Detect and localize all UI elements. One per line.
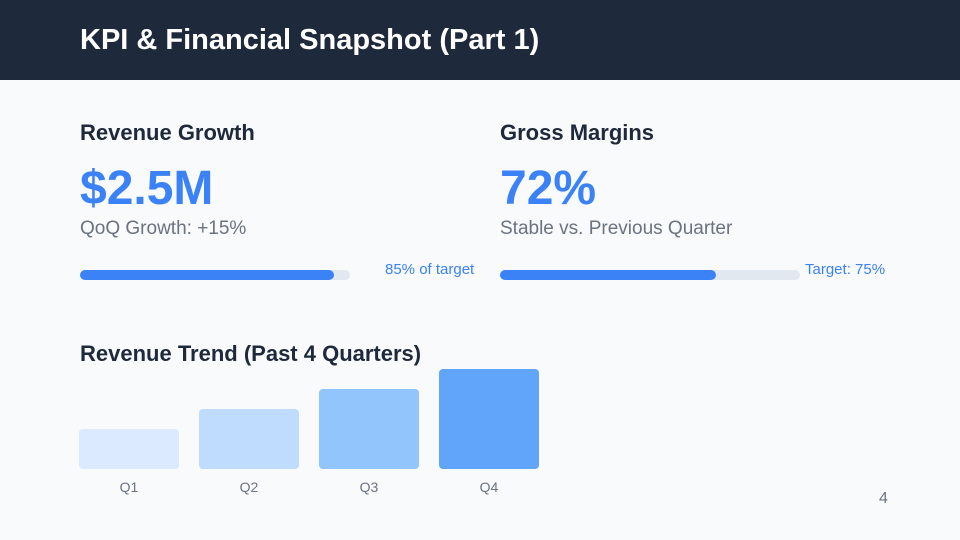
margin-progress-bar (500, 270, 800, 280)
kpi-subtext: QoQ Growth: +15% (80, 218, 247, 239)
progress-label: Target: 75% (805, 261, 886, 278)
progress-fill (80, 270, 334, 280)
kpi-revenue-growth: Revenue Growth $2.5M QoQ Growth: +15% (80, 120, 255, 240)
kpi-subtext: Stable vs. Previous Quarter (500, 218, 733, 239)
kpi-value: 72% (500, 162, 597, 215)
page-number: 4 (879, 490, 888, 507)
kpi-gross-margins: Gross Margins 72% Stable vs. Previous Qu… (500, 120, 732, 240)
x-tick-label: Q3 (359, 479, 379, 495)
kpi-heading: Revenue Growth (80, 120, 255, 145)
progress-fill (500, 270, 716, 280)
x-tick-label: Q1 (119, 479, 139, 495)
progress-label: 85% of target (385, 261, 475, 278)
x-tick-label: Q4 (479, 479, 499, 495)
bar-q1 (79, 429, 179, 469)
revenue-progress-bar (80, 270, 350, 280)
page-title: KPI & Financial Snapshot (Part 1) (80, 24, 540, 56)
bar-q4 (439, 369, 539, 469)
chart-title: Revenue Trend (Past 4 Quarters) (80, 341, 422, 366)
bar-q2 (199, 409, 299, 469)
kpi-value: $2.5M (80, 162, 214, 215)
x-tick-label: Q2 (239, 479, 259, 495)
bar-q3 (319, 389, 419, 469)
kpi-heading: Gross Margins (500, 120, 655, 145)
header-bar: KPI & Financial Snapshot (Part 1) (0, 0, 960, 80)
